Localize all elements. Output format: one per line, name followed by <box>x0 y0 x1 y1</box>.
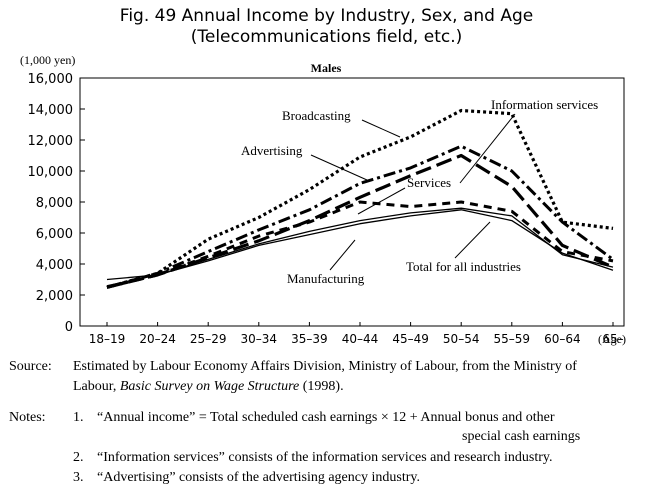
x-tick-label: 40–44 <box>342 332 379 346</box>
annotations: Broadcasting Information services Advertis… <box>241 97 598 286</box>
annotation-label: Services <box>407 175 451 190</box>
x-tick-label: 55–59 <box>494 332 531 346</box>
annotation-label: Total for all industries <box>406 259 521 274</box>
annotation-leader <box>361 119 401 138</box>
annotation-leader <box>329 239 356 271</box>
x-tick-label: 45–49 <box>392 332 429 346</box>
annotation-leader <box>459 113 516 184</box>
annotation-leader <box>454 221 491 259</box>
figure-title: Fig. 49 Annual Income by Industry, Sex, … <box>119 6 534 26</box>
x-tick-label: 60–64 <box>544 332 581 346</box>
line-chart: Males (1,000 yen) (Age) 0 2,000 4,000 6,000… <box>20 53 626 346</box>
x-tick-label: 65– <box>602 332 623 346</box>
series-line-advertising <box>106 144 614 289</box>
note-3-number: 3. <box>73 470 84 485</box>
axes <box>79 77 625 327</box>
x-tick-labels: 18–19 20–24 25–29 30–34 35–39 40–44 45–49 50–54… <box>89 332 624 346</box>
annotation-label: Broadcasting <box>282 108 351 123</box>
plot-frame <box>79 77 625 327</box>
series-line-broadcasting <box>106 108 614 289</box>
annotation-leader <box>310 154 368 181</box>
notes-label: Notes: <box>9 410 46 425</box>
source-line-2-prefix: Labour, <box>73 379 120 394</box>
series-line-total-for-all-industries <box>106 207 614 287</box>
series-line-services <box>106 200 614 289</box>
x-tick-label: 18–19 <box>89 332 126 346</box>
y-tick-label: 14,000 <box>28 103 74 118</box>
series-line-information-services <box>106 153 614 289</box>
series-line-manufacturing <box>106 209 614 281</box>
x-tick-label: 35–39 <box>291 332 328 346</box>
y-tick-label: 10,000 <box>28 165 74 180</box>
y-tick-labels: 0 2,000 4,000 6,000 8,000 10,000 12,000 14,000 1… <box>28 72 74 335</box>
y-tick-label: 4,000 <box>36 258 73 273</box>
figure-subtitle: (Telecommunications field, etc.) <box>190 27 463 47</box>
note-2-number: 2. <box>73 450 84 465</box>
annotation-leader <box>357 187 406 215</box>
annotation-label: Advertising <box>241 143 303 158</box>
series-lines <box>106 108 614 289</box>
x-axis-unit-label: (Age) <box>598 332 626 346</box>
source-line-1: Estimated by Labour Economy Affairs Divi… <box>73 359 577 374</box>
note-3-text: “Advertising” consists of the advertisin… <box>97 470 420 485</box>
annotation-label: Information services <box>491 97 598 112</box>
source-label: Source: <box>9 359 52 374</box>
y-tick-label: 2,000 <box>36 289 73 304</box>
x-tick-label: 50–54 <box>443 332 480 346</box>
note-2-text: “Information services” consists of the i… <box>97 450 553 465</box>
x-tick-label: 20–24 <box>139 332 176 346</box>
note-1-number: 1. <box>73 410 84 425</box>
y-tick-label: 12,000 <box>28 134 74 149</box>
y-tick-label: 6,000 <box>36 227 73 242</box>
note-1-text: “Annual income” = Total scheduled cash e… <box>97 410 555 425</box>
y-axis-unit-label: (1,000 yen) <box>20 53 75 67</box>
y-tick-label: 16,000 <box>28 72 74 87</box>
note-1-continuation: special cash earnings <box>462 429 581 444</box>
x-tick-label: 25–29 <box>190 332 227 346</box>
x-tick-label: 30–34 <box>241 332 278 346</box>
y-tick-label: 8,000 <box>36 196 73 211</box>
source-line-2: Labour, Basic Survey on Wage Structure (… <box>73 378 344 396</box>
chart-title: Males <box>311 61 342 75</box>
y-tick-label: 0 <box>65 320 73 335</box>
annotation-label: Manufacturing <box>287 271 365 286</box>
source-line-2-suffix: (1998). <box>299 379 344 394</box>
source-line-2-publication: Basic Survey on Wage Structure <box>119 379 300 394</box>
